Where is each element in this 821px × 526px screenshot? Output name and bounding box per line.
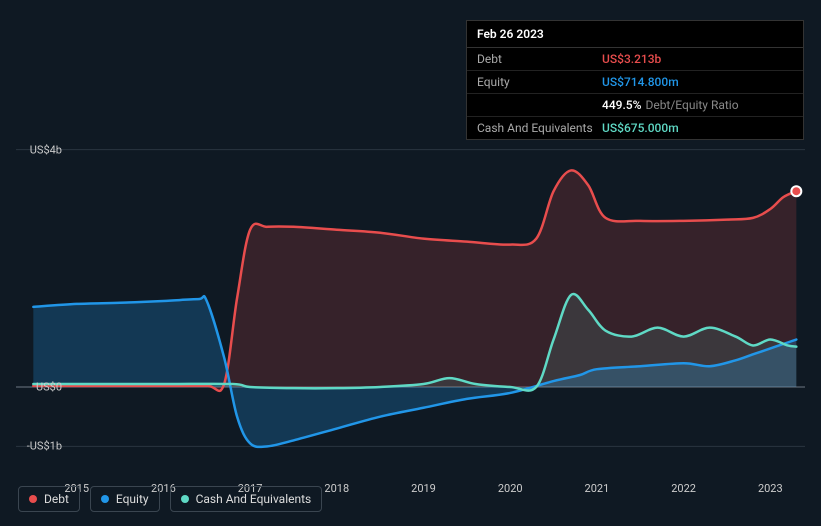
y-tick-label: US$0 — [36, 381, 62, 394]
legend-item-equity[interactable]: Equity — [90, 486, 160, 512]
tooltip-value-cash: US$675.000m — [602, 121, 679, 135]
tooltip-ratio-pct: 449.5% — [602, 98, 641, 112]
legend: Debt Equity Cash And Equivalents — [18, 486, 322, 512]
tooltip-label-cash: Cash And Equivalents — [477, 121, 602, 135]
tooltip-row: Cash And Equivalents US$675.000m — [467, 117, 803, 139]
y-tick-label: US$4b — [30, 143, 62, 156]
tooltip-label-debt: Debt — [477, 52, 602, 66]
x-tick-label: 2022 — [671, 482, 696, 495]
x-tick-label: 2021 — [585, 482, 610, 495]
tooltip-value-equity: US$714.800m — [602, 75, 679, 89]
legend-item-cash[interactable]: Cash And Equivalents — [170, 486, 323, 512]
tooltip-row: Debt US$3.213b — [467, 48, 803, 71]
legend-item-debt[interactable]: Debt — [18, 486, 80, 512]
legend-label-equity: Equity — [116, 492, 149, 506]
x-tick-label: 2018 — [324, 482, 349, 495]
tooltip-value-debt: US$3.213b — [602, 52, 661, 66]
y-tick-label: -US$1b — [27, 440, 62, 453]
x-tick-label: 2020 — [498, 482, 523, 495]
x-tick-label: 2019 — [411, 482, 436, 495]
tooltip-date: Feb 26 2023 — [467, 21, 803, 48]
chart-area[interactable]: US$4bUS$0-US$1b2015201620172018201920202… — [16, 120, 805, 476]
tooltip-row: Equity US$714.800m — [467, 71, 803, 94]
x-tick-label: 2023 — [758, 482, 783, 495]
tooltip-label-ratio — [477, 98, 602, 112]
legend-label-debt: Debt — [44, 492, 69, 506]
tooltip-value-ratio: 449.5% Debt/Equity Ratio — [602, 98, 739, 112]
chart-tooltip: Feb 26 2023 Debt US$3.213b Equity US$714… — [466, 20, 804, 140]
chart-svg — [16, 120, 805, 476]
legend-dot-equity — [101, 495, 109, 503]
tooltip-row: 449.5% Debt/Equity Ratio — [467, 94, 803, 117]
tooltip-ratio-suffix: Debt/Equity Ratio — [645, 98, 738, 112]
legend-label-cash: Cash And Equivalents — [196, 492, 312, 506]
legend-dot-cash — [181, 495, 189, 503]
legend-dot-debt — [29, 495, 37, 503]
tooltip-label-equity: Equity — [477, 75, 602, 89]
